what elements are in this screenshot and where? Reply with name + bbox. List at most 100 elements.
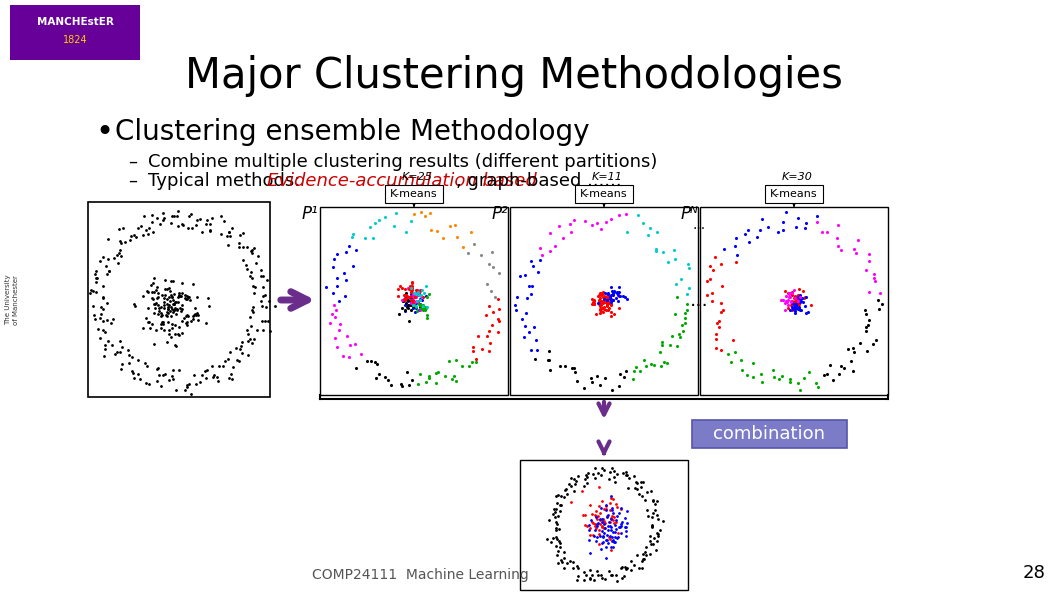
Point	[671, 333, 688, 342]
Point	[230, 356, 247, 365]
Point	[412, 290, 429, 299]
Text: Combine multiple clustering results (different partitions): Combine multiple clustering results (dif…	[148, 153, 658, 171]
Point	[646, 499, 663, 509]
Point	[104, 341, 121, 350]
Point	[633, 491, 650, 500]
Point	[174, 289, 191, 298]
Point	[406, 300, 423, 310]
Point	[788, 300, 805, 309]
Point	[610, 529, 627, 538]
Point	[649, 532, 666, 541]
Point	[480, 346, 497, 356]
Point	[596, 292, 613, 302]
Point	[478, 311, 495, 320]
Point	[744, 372, 761, 382]
Point	[848, 249, 865, 258]
Point	[600, 297, 617, 306]
Point	[231, 243, 248, 252]
Point	[341, 340, 358, 350]
Point	[149, 292, 166, 301]
Point	[82, 289, 98, 298]
Point	[248, 325, 265, 335]
Point	[789, 296, 806, 306]
Point	[790, 284, 807, 294]
Point	[323, 309, 340, 318]
Point	[599, 525, 616, 534]
Point	[136, 212, 152, 221]
Point	[765, 365, 782, 374]
Point	[786, 299, 803, 308]
Point	[744, 359, 761, 368]
Point	[643, 540, 660, 549]
Point	[347, 245, 364, 255]
Point	[473, 345, 490, 354]
Point	[156, 300, 173, 309]
Point	[600, 518, 617, 527]
Point	[411, 299, 428, 309]
Point	[651, 347, 668, 356]
Point	[145, 287, 162, 296]
Point	[405, 289, 421, 299]
Point	[808, 378, 825, 388]
Point	[406, 291, 423, 300]
Point	[783, 296, 800, 306]
Point	[642, 549, 659, 559]
Point	[411, 291, 428, 300]
Point	[858, 265, 875, 275]
Point	[397, 288, 414, 298]
Point	[199, 293, 216, 303]
Point	[699, 291, 716, 300]
Point	[253, 271, 270, 281]
Point	[325, 288, 342, 298]
Point	[609, 576, 626, 585]
Point	[522, 290, 539, 299]
Point	[149, 363, 166, 372]
Point	[481, 259, 498, 269]
Point	[412, 302, 429, 312]
Point	[605, 536, 622, 545]
Point	[588, 506, 605, 515]
Point	[244, 339, 261, 348]
Point	[109, 347, 126, 356]
Point	[789, 293, 806, 303]
Point	[201, 226, 218, 235]
Point	[87, 315, 104, 324]
Point	[617, 564, 634, 574]
Point	[412, 286, 429, 295]
Point	[614, 562, 631, 572]
Point	[596, 528, 613, 538]
Point	[328, 274, 345, 283]
Point	[672, 274, 689, 284]
Point	[752, 369, 769, 378]
Point	[94, 293, 111, 303]
Point	[243, 267, 259, 277]
Point	[649, 537, 666, 546]
Point	[790, 302, 807, 312]
Point	[397, 291, 414, 300]
Point	[412, 295, 429, 304]
Point	[448, 376, 465, 386]
Point	[800, 307, 816, 317]
Point	[740, 237, 757, 247]
Point	[714, 281, 731, 291]
Point	[447, 355, 464, 365]
Point	[518, 309, 535, 318]
Point	[173, 291, 190, 300]
Point	[445, 371, 462, 380]
Point	[606, 309, 623, 319]
Point	[667, 254, 684, 264]
Point	[408, 303, 425, 313]
Point	[621, 474, 638, 483]
Point	[598, 295, 615, 305]
Point	[87, 266, 104, 275]
Point	[595, 524, 612, 533]
Point	[782, 292, 798, 302]
Point	[550, 512, 567, 521]
Point	[152, 312, 169, 321]
Point	[610, 381, 627, 390]
Point	[596, 523, 613, 533]
Point	[201, 227, 218, 236]
Point	[668, 342, 685, 351]
Point	[395, 297, 412, 306]
Point	[593, 470, 610, 480]
